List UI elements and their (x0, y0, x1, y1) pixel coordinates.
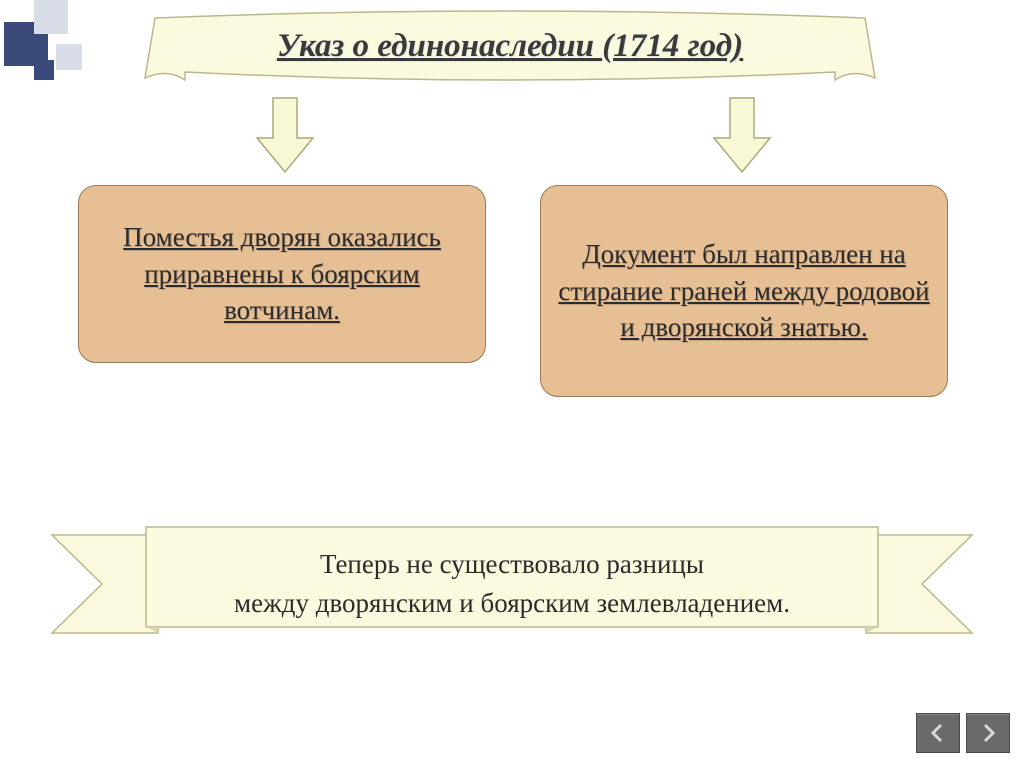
corner-decoration (0, 0, 110, 95)
box-left-text: Поместья дворян оказались приравнены к б… (93, 219, 471, 328)
bottom-ribbon: Теперь не существовало разницы между дво… (50, 525, 974, 645)
bottom-line-1: Теперь не существовало разницы (320, 549, 704, 579)
box-left: Поместья дворян оказались приравнены к б… (78, 185, 486, 363)
bottom-ribbon-text: Теперь не существовало разницы между дво… (150, 545, 874, 623)
chevron-left-icon (928, 723, 948, 743)
arrow-down-left (255, 96, 315, 174)
title-banner: Указ о единонаследии (1714 год) (135, 10, 885, 90)
prev-button[interactable] (916, 713, 960, 753)
arrow-down-right (712, 96, 772, 174)
next-button[interactable] (966, 713, 1010, 753)
slide-title: Указ о единонаследии (1714 год) (135, 28, 885, 65)
box-right: Документ был направлен на стирание гране… (540, 185, 948, 397)
chevron-right-icon (978, 723, 998, 743)
box-right-text: Документ был направлен на стирание гране… (555, 236, 933, 345)
bottom-line-2: между дворянским и боярским землевладени… (234, 588, 790, 618)
nav-buttons (916, 713, 1010, 753)
